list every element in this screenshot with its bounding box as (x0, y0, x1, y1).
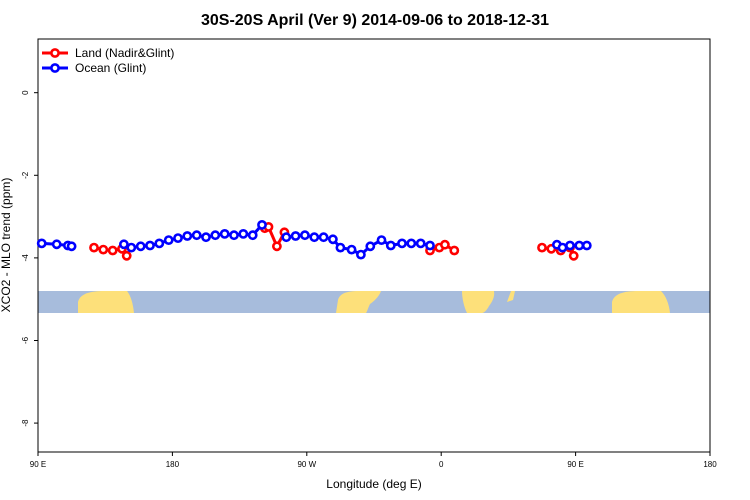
land-patches (78, 291, 670, 313)
data-point-ocean (135, 241, 146, 252)
x-tick-label: 180 (703, 460, 717, 469)
data-point-ocean (299, 230, 310, 241)
x-axis: 90 E 180 90 W 0 90 E 180 (30, 452, 717, 469)
data-point-ocean (173, 233, 183, 243)
data-point-ocean (318, 232, 329, 243)
data-point-ocean (574, 240, 585, 251)
map-strip (38, 291, 710, 313)
x-tick-label: 180 (166, 460, 180, 469)
x-tick-label: 90 W (297, 460, 316, 469)
data-point-ocean (557, 242, 568, 253)
x-tick-label: 90 E (567, 460, 583, 469)
data-point-ocean (36, 238, 47, 249)
y-tick-label: -2 (21, 171, 30, 179)
legend-swatch-ocean-marker (50, 63, 60, 73)
data-point-land (89, 242, 99, 253)
data-point-ocean (309, 232, 320, 243)
data-point-ocean (247, 230, 258, 241)
data-point-ocean (119, 239, 129, 250)
x-tick-label: 0 (439, 460, 444, 469)
land-patch-australia-2 (612, 291, 670, 313)
data-point-ocean (257, 219, 267, 230)
legend-label-ocean: Ocean (Glint) (75, 61, 146, 75)
series-layer (36, 219, 592, 261)
data-point-land (107, 245, 118, 256)
x-axis-label: Longitude (deg E) (326, 477, 421, 491)
data-point-ocean (385, 240, 396, 251)
data-point-land (568, 250, 579, 261)
land-patch-madagascar (507, 291, 515, 302)
legend-entry-land: Land (Nadir&Glint) (42, 46, 174, 60)
data-point-ocean (290, 231, 301, 241)
legend-label-land: Land (Nadir&Glint) (75, 46, 174, 60)
data-point-ocean (66, 241, 77, 252)
data-point-land (271, 241, 282, 252)
land-patch-australia (78, 291, 134, 313)
data-point-ocean (51, 239, 62, 250)
data-point-ocean (210, 230, 221, 241)
data-point-land (537, 242, 547, 253)
legend-entry-ocean: Ocean (Glint) (42, 61, 146, 75)
data-point-ocean (335, 242, 346, 253)
data-point-land (98, 244, 109, 255)
data-point-ocean (581, 240, 592, 251)
data-point-ocean (415, 238, 426, 249)
data-point-land (121, 250, 132, 261)
data-point-ocean (182, 231, 193, 241)
data-point-ocean (219, 228, 230, 239)
y-tick-label: 0 (21, 90, 30, 95)
y-axis-label: XCO2 - MLO trend (ppm) (0, 178, 13, 313)
data-point-ocean (346, 244, 357, 255)
y-tick-label: -4 (21, 254, 30, 262)
data-point-ocean (163, 235, 174, 245)
data-point-ocean (238, 228, 249, 239)
data-point-land (449, 245, 460, 256)
data-point-ocean (376, 235, 387, 245)
data-point-land (439, 239, 450, 250)
data-point-ocean (327, 234, 338, 245)
data-point-ocean (154, 238, 165, 249)
y-tick-label: -6 (21, 336, 30, 344)
data-point-ocean (406, 238, 417, 249)
y-axis: 0 -2 -4 -6 -8 (21, 90, 38, 427)
chart-title: 30S-20S April (Ver 9) 2014-09-06 to 2018… (201, 12, 549, 29)
data-point-ocean (397, 238, 407, 249)
data-point-ocean (365, 241, 376, 252)
data-point-ocean (281, 232, 292, 243)
data-point-ocean (126, 242, 137, 253)
land-patch-south-america (336, 291, 381, 313)
y-tick-label: -8 (21, 419, 30, 427)
data-point-ocean (565, 240, 575, 251)
data-point-ocean (145, 240, 155, 251)
data-point-ocean (355, 249, 366, 260)
legend: Land (Nadir&Glint) Ocean (Glint) (42, 46, 174, 75)
data-point-ocean (201, 232, 211, 243)
land-patch-africa (462, 291, 495, 313)
x-tick-label: 90 E (30, 460, 46, 469)
ocean-band (38, 291, 710, 313)
data-point-ocean (425, 240, 435, 251)
data-point-ocean (229, 230, 239, 241)
legend-swatch-land-marker (50, 48, 60, 58)
data-point-ocean (191, 230, 202, 241)
